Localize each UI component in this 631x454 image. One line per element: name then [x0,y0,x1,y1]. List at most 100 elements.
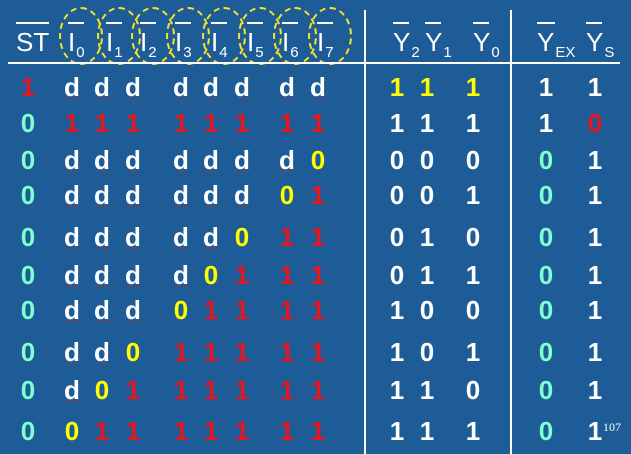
table-cell: d [64,337,80,367]
table-cell: 1 [125,375,141,405]
spellcheck-underline [236,206,249,207]
table-cell: 1 [279,222,295,252]
spellcheck-underline [96,206,109,207]
table-cell: 1 [94,108,110,138]
table-cell: 1 [279,108,295,138]
table-cell: 0 [20,222,36,252]
table-cell: 1 [538,72,554,102]
table-cell: 0 [20,260,36,290]
table-cell: d [173,180,189,210]
spellcheck-underline [96,171,109,172]
spellcheck-underline [96,248,109,249]
table-cell: 1 [389,337,405,367]
table-cell: 0 [465,295,481,325]
table-cell: 1 [310,375,326,405]
table-cell: 1 [173,337,189,367]
table-cell: 1 [538,108,554,138]
table-cell: d [173,222,189,252]
table-cell: 1 [64,108,80,138]
table-cell: 1 [310,222,326,252]
table-cell: 0 [20,295,36,325]
table-cell: 0 [20,145,36,175]
table-cell: 1 [310,260,326,290]
table-cell: 1 [465,180,481,210]
table-cell: 1 [234,375,250,405]
table-cell: d [94,295,110,325]
table-cell: d [173,145,189,175]
table-cell: 0 [389,222,405,252]
table-cell: 1 [173,108,189,138]
separator-outputs-status [510,10,512,454]
spellcheck-underline [96,286,109,287]
spellcheck-underline [66,206,79,207]
table-cell: 0 [125,337,141,367]
table-cell: 1 [587,337,603,367]
table-cell: 1 [279,260,295,290]
table-cell: 1 [310,337,326,367]
spellcheck-underline [127,321,140,322]
table-cell: d [94,72,110,102]
table-cell: 1 [234,337,250,367]
spellcheck-underline [66,286,79,287]
spellcheck-underline [66,363,79,364]
table-cell: 0 [538,180,554,210]
table-cell: d [64,295,80,325]
table-cell: 1 [389,108,405,138]
spellcheck-underline [281,98,294,99]
table-cell: 1 [419,108,435,138]
column-header-subscript: 1 [443,44,452,61]
overline-bar [537,22,555,24]
table-cell: 1 [203,108,219,138]
table-cell: d [64,180,80,210]
table-cell: 0 [389,180,405,210]
table-cell: d [94,337,110,367]
spellcheck-underline [175,98,188,99]
table-cell: 0 [20,375,36,405]
table-cell: 0 [538,375,554,405]
column-header-subscript: S [604,44,615,61]
table-cell: d [203,145,219,175]
table-cell: 1 [203,337,219,367]
table-cell: d [203,72,219,102]
table-cell: 0 [234,222,250,252]
spellcheck-underline [127,206,140,207]
column-header: YS [586,29,614,66]
table-cell: 1 [173,375,189,405]
spellcheck-underline [96,98,109,99]
table-cell: d [94,222,110,252]
table-cell: d [94,145,110,175]
column-header: Y1 [425,29,452,66]
table-cell: 0 [465,222,481,252]
table-cell: 1 [389,416,405,446]
table-cell: 0 [538,295,554,325]
table-cell: 1 [203,295,219,325]
table-cell: 1 [310,295,326,325]
table-cell: 0 [419,145,435,175]
spellcheck-underline [127,171,140,172]
table-cell: 1 [419,72,435,102]
table-cell: 1 [587,260,603,290]
table-cell: 0 [587,108,603,138]
table-cell: 0 [419,295,435,325]
separator-inputs-outputs [364,10,366,454]
table-cell: d [125,145,141,175]
table-cell: 0 [465,375,481,405]
table-cell: d [125,260,141,290]
spellcheck-underline [175,206,188,207]
spellcheck-underline [127,286,140,287]
table-cell: d [203,222,219,252]
table-cell: 1 [419,416,435,446]
spellcheck-underline [96,363,109,364]
table-cell: 0 [20,416,36,446]
table-cell: d [234,72,250,102]
table-cell: d [173,260,189,290]
table-cell: 1 [465,416,481,446]
column-header-name: ST [16,27,50,57]
table-cell: 0 [94,375,110,405]
overline-bar [586,22,602,24]
spellcheck-underline [175,248,188,249]
table-cell: 1 [279,375,295,405]
column-header: ST [16,29,49,55]
table-cell: 1 [310,180,326,210]
